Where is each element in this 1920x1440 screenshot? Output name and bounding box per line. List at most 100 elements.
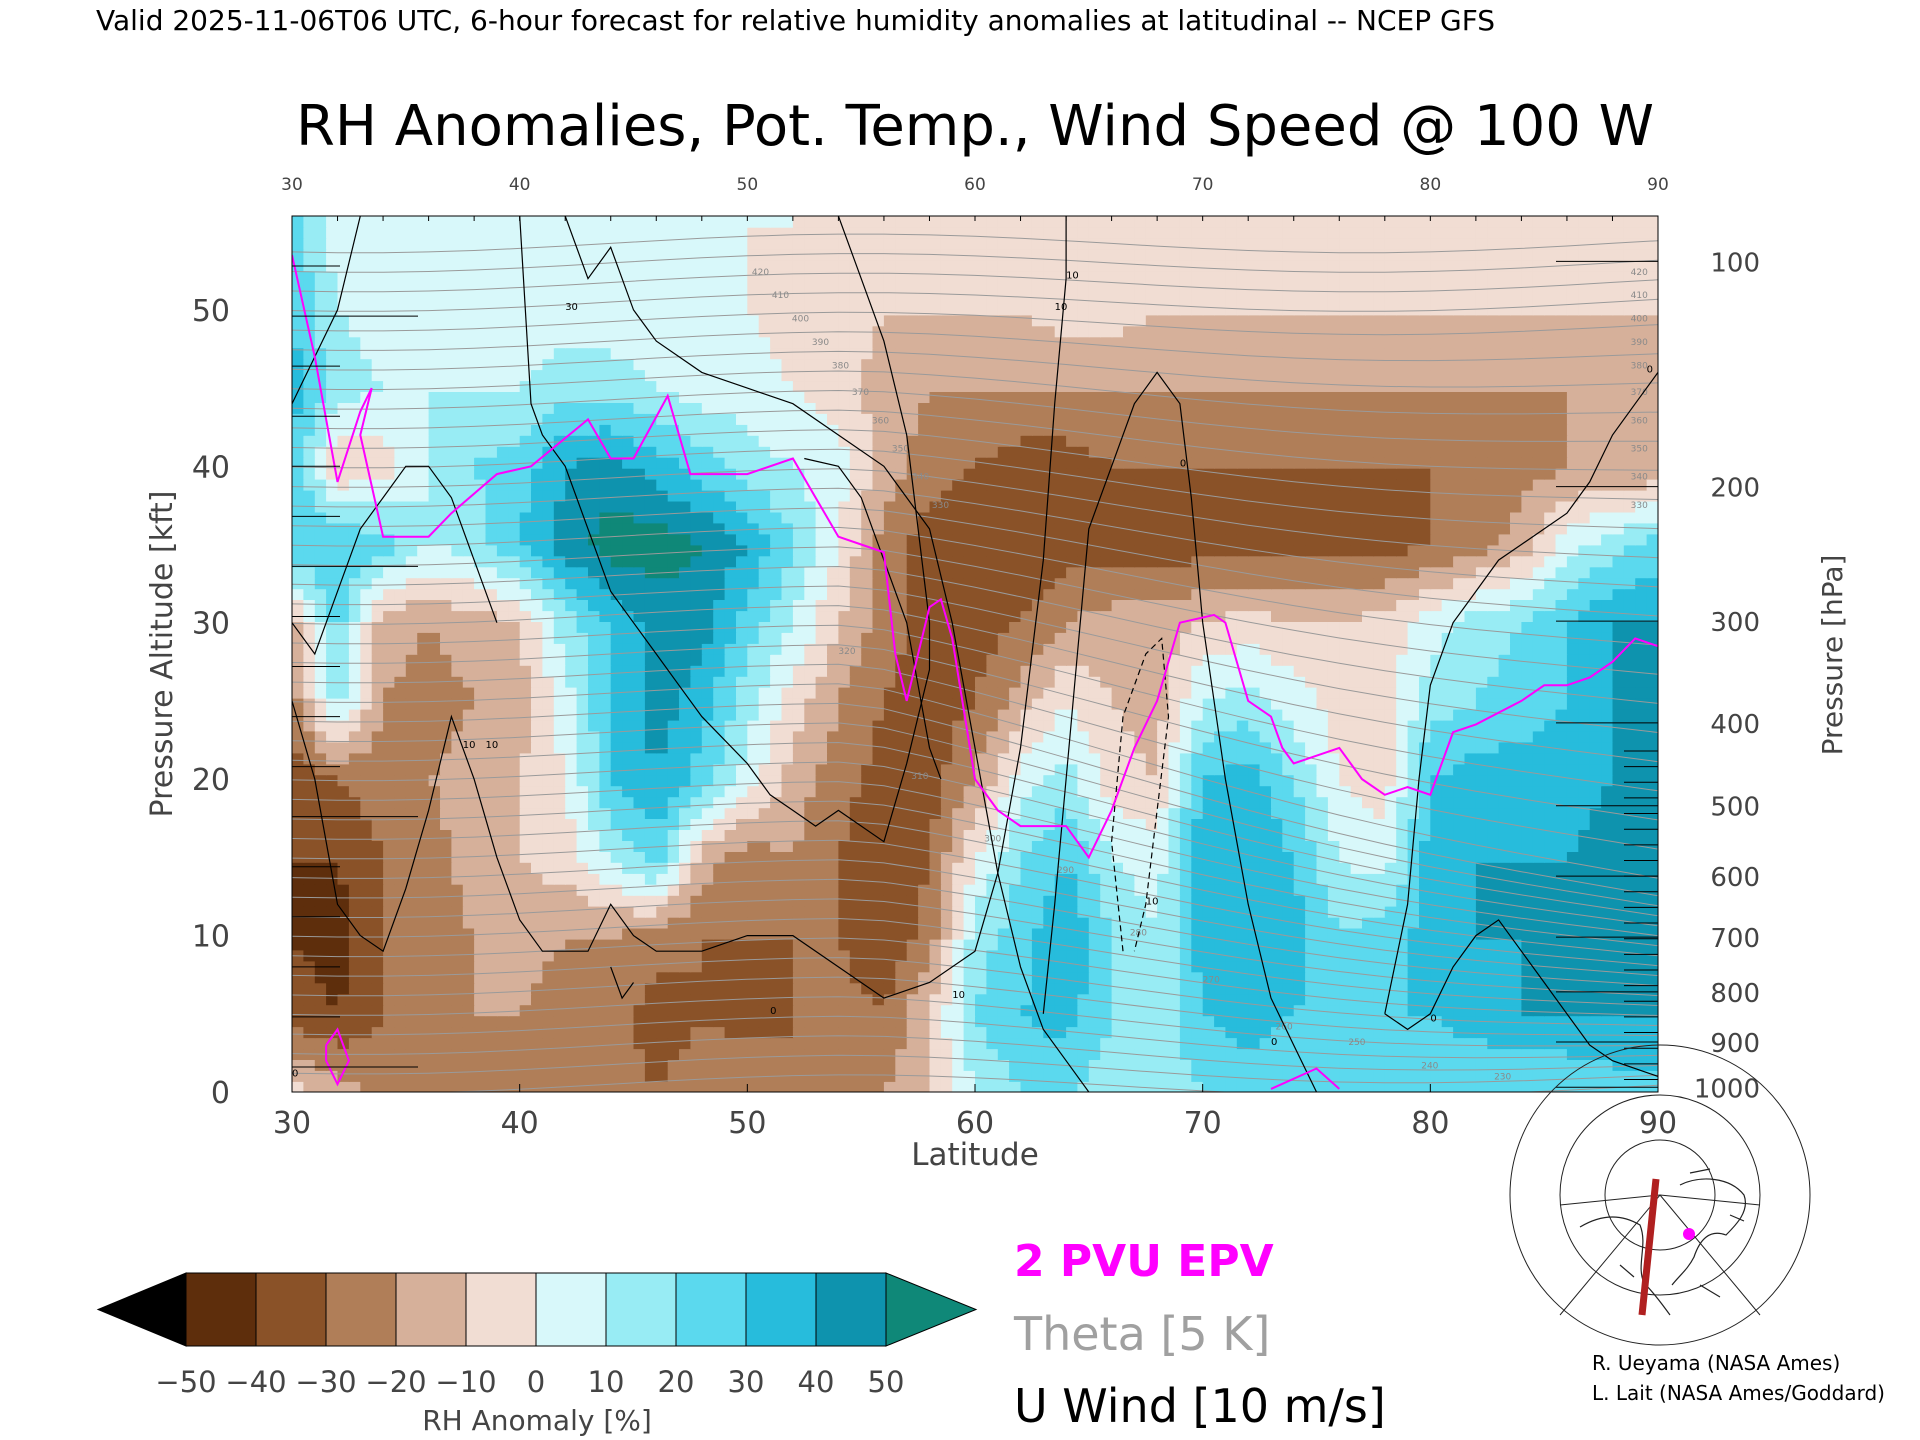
heatmap-cell [1191,971,1204,984]
heatmap-cell [405,796,418,809]
heatmap-cell [1373,719,1386,732]
heatmap-cell [1532,818,1545,830]
heatmap-cell [1271,1037,1284,1050]
heatmap-cell [1487,927,1500,940]
heatmap-cell [1396,796,1409,809]
heatmap-cell [1305,873,1318,885]
heatmap-cell [747,884,760,896]
heatmap-cell [1179,719,1193,732]
heatmap-cell [553,730,566,743]
heatmap-cell [1384,665,1397,677]
heatmap-cell [1305,884,1318,896]
heatmap-cell [462,905,475,918]
heatmap-cell [462,993,475,1006]
heatmap-cell [940,643,954,655]
heatmap-cell [656,719,669,732]
heatmap-cell [861,916,874,929]
heatmap-cell [519,697,532,710]
heatmap-cell [292,719,305,732]
heatmap-cell [462,708,475,721]
heatmap-cell [508,862,521,874]
heatmap-cell [519,840,532,852]
heatmap-cell [553,982,566,995]
heatmap-cell [1430,654,1443,666]
heatmap-cell [1202,1026,1215,1039]
heatmap-cell [1031,665,1045,677]
heatmap-cell [838,675,851,688]
heatmap-cell [428,960,441,973]
heatmap-cell [531,960,544,973]
heatmap-cell [508,632,521,644]
heatmap-cell [872,971,885,984]
heatmap-cell [1475,1004,1489,1017]
heatmap-cell [599,807,612,819]
heatmap-cell [1202,982,1215,995]
heatmap-cell [371,697,384,710]
heatmap-cell [1066,1070,1079,1082]
heatmap-cell [1202,796,1215,809]
heatmap-cell [872,1026,885,1039]
heatmap-cell [451,1026,464,1039]
heatmap-cell [1362,807,1375,819]
heatmap-cell [508,752,521,765]
heatmap-cell [622,1037,635,1050]
heatmap-cell [1510,905,1523,918]
heatmap-cell [963,916,976,929]
heatmap-cell [474,960,487,973]
heatmap-cell [1419,1048,1432,1060]
heatmap-cell [849,654,862,666]
heatmap-cell [883,807,897,819]
heatmap-cell [975,741,988,754]
heatmap-cell [1054,982,1067,995]
heatmap-cell [1578,785,1591,798]
heatmap-cell [1271,1070,1284,1082]
heatmap-cell [656,884,669,896]
heatmap-cell [610,873,623,885]
heatmap-cell [849,708,862,721]
heatmap-cell [747,785,760,798]
heatmap-cell [1487,763,1500,776]
heatmap-cell [644,807,658,819]
heatmap-cell [963,708,976,721]
heatmap-cell [1544,884,1557,896]
heatmap-cell [1191,741,1204,754]
heatmap-cell [292,752,305,765]
heatmap-cell [1145,807,1158,819]
heatmap-cell [633,894,646,907]
heatmap-cell [986,927,999,940]
heatmap-cell [1498,675,1511,688]
heatmap-cell [1464,916,1477,929]
heatmap-cell [1441,982,1454,995]
heatmap-cell [440,905,453,918]
heatmap-cell [394,785,407,798]
heatmap-cell [1464,1004,1477,1017]
heatmap-cell [1566,862,1580,874]
heatmap-cell [565,862,578,874]
heatmap-cell [1327,675,1341,688]
heatmap-cell [1088,632,1101,644]
heatmap-cell [1248,796,1261,809]
heatmap-cell [997,1004,1010,1017]
heatmap-cell [815,654,828,666]
heatmap-cell [1123,719,1136,732]
heatmap-cell [622,960,635,973]
heatmap-cell [656,862,669,874]
heatmap-cell [1407,752,1420,765]
heatmap-cell [1601,1059,1614,1071]
heatmap-cell [1009,993,1022,1006]
heatmap-cell [405,1070,418,1082]
heatmap-cell [644,675,658,688]
heatmap-cell [929,1081,942,1092]
heatmap-cell [1282,851,1295,863]
heatmap-cell [1589,807,1602,819]
heatmap-cell [758,829,771,841]
heatmap-cell [610,708,623,721]
heatmap-cell [1430,719,1443,732]
heatmap-cell [747,774,760,787]
heatmap-cell [1555,796,1568,809]
heatmap-cell [1589,675,1602,688]
heatmap-cell [1271,796,1284,809]
heatmap-cell [542,1070,555,1082]
heatmap-cell [1157,916,1170,929]
heatmap-cell [1407,851,1420,863]
